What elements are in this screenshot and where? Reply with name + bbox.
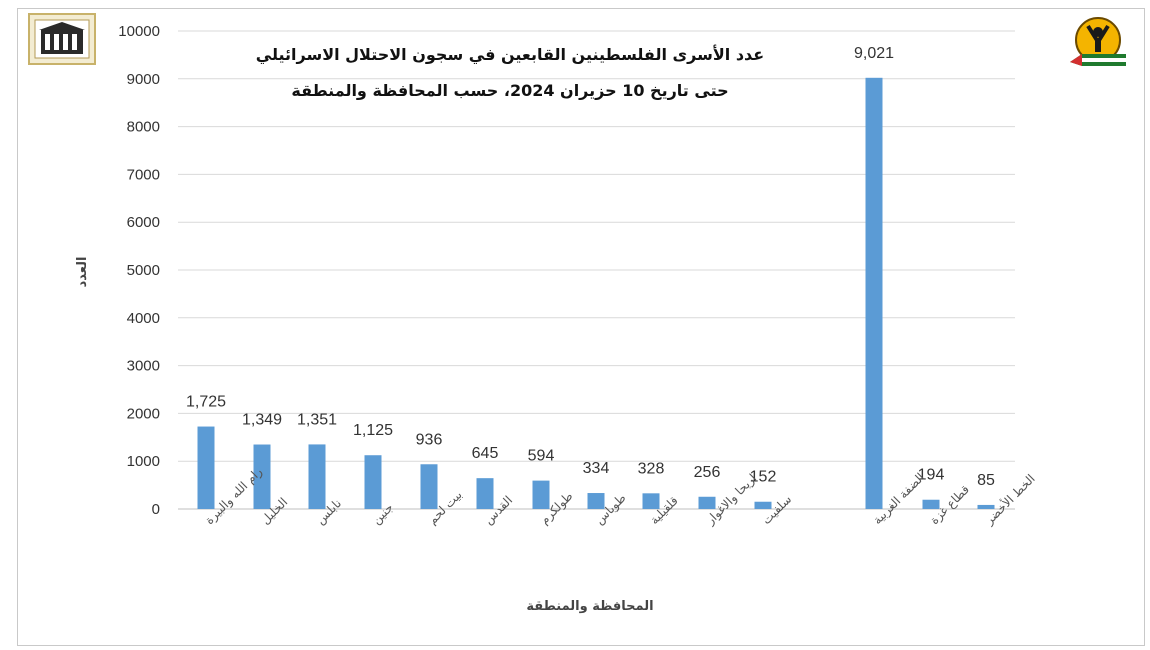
chart-frame — [17, 8, 1145, 646]
bar — [364, 455, 382, 509]
bar — [476, 478, 494, 509]
bar — [308, 444, 326, 509]
x-axis-title: المحافظة والمنطقة — [526, 599, 653, 614]
bar — [587, 493, 605, 509]
data-label: 1,351 — [297, 411, 337, 428]
y-tick-label: 2000 — [127, 405, 160, 422]
y-tick-label: 9000 — [127, 71, 160, 88]
gridlines — [178, 30, 1015, 510]
y-tick-label: 3000 — [127, 358, 160, 375]
building-logo-icon — [28, 13, 96, 65]
prisoner-emblem-icon — [1070, 17, 1126, 66]
y-tick-label: 10000 — [118, 23, 160, 40]
data-label: 256 — [694, 464, 721, 481]
data-label: 334 — [583, 460, 610, 477]
bars — [197, 77, 995, 509]
data-label: 1,725 — [186, 394, 226, 411]
data-label: 645 — [472, 445, 499, 462]
y-tick-label: 7000 — [127, 166, 160, 183]
y-tick-label: 5000 — [127, 262, 160, 279]
y-tick-label: 6000 — [127, 214, 160, 231]
y-tick-label: 8000 — [127, 119, 160, 136]
data-label: 936 — [416, 431, 443, 448]
y-tick-label: 1000 — [127, 453, 160, 470]
bar — [253, 444, 271, 509]
data-label: 1,125 — [353, 422, 393, 439]
bar — [642, 493, 660, 509]
data-label: 194 — [918, 467, 945, 484]
data-labels: 1,725 1,349 1,351 1,125 936 645 594 334 328 256 15… — [186, 45, 995, 489]
y-tick-label: 0 — [152, 501, 160, 518]
data-label: 328 — [638, 460, 665, 477]
category-label: سلفيت — [759, 492, 794, 527]
chart-subtitle: حتى تاريخ 10 حزيران 2024، حسب المحافظة و… — [291, 81, 728, 100]
bar — [532, 480, 550, 509]
y-tick-label: 4000 — [127, 310, 160, 327]
bar — [865, 77, 883, 509]
chart-title: عدد الأسرى الفلسطينين القابعين في سجون ا… — [256, 45, 764, 65]
data-label: 594 — [528, 448, 555, 465]
bar — [922, 499, 940, 509]
bar — [977, 504, 995, 509]
data-label: 9,021 — [854, 45, 894, 62]
bar — [698, 496, 716, 509]
data-label: 152 — [750, 469, 777, 486]
y-axis-title: العدد — [75, 257, 90, 288]
data-label: 1,349 — [242, 412, 282, 429]
bar — [420, 464, 438, 509]
y-tick-labels: 0 1000 2000 3000 4000 5000 6000 7000 8000 9000 100… — [118, 23, 160, 518]
bar — [197, 426, 215, 509]
data-label: 85 — [977, 472, 995, 489]
bar — [754, 501, 772, 509]
